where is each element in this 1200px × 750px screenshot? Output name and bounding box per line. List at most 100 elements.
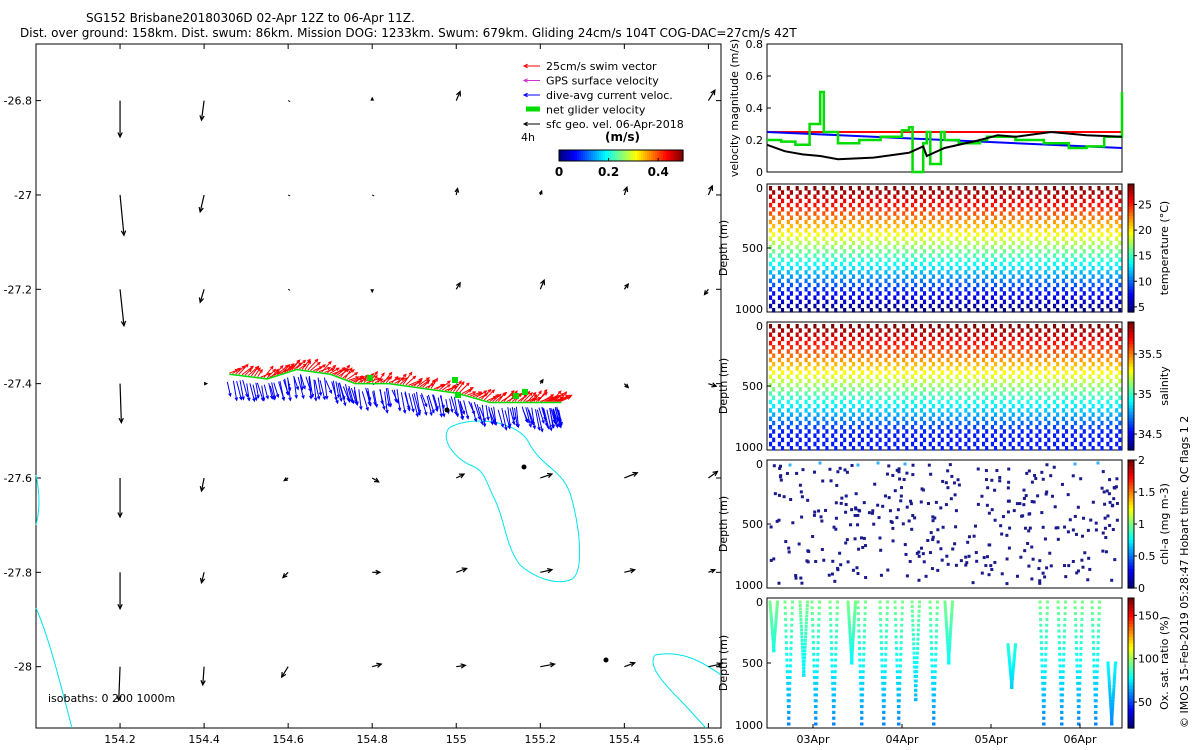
profile-cell <box>786 366 790 371</box>
geo-vector-shaft <box>540 569 553 573</box>
oxygen-point <box>1076 687 1080 691</box>
profile-cell <box>982 278 986 284</box>
profile-cell <box>922 403 927 409</box>
profile-cell <box>1106 253 1110 258</box>
colorbar-cell <box>1128 504 1134 509</box>
oxygen-point <box>818 600 821 604</box>
profile-cell <box>887 257 891 263</box>
colorbar-cell <box>1128 280 1134 284</box>
colorbar-cell <box>1128 656 1134 661</box>
profile-cell <box>911 194 915 199</box>
profile-cell <box>982 295 986 300</box>
legend-swatch-head <box>522 63 528 69</box>
profile-cell <box>887 249 891 254</box>
profile-cell <box>869 223 873 229</box>
profile-cell <box>831 202 835 208</box>
oxygen-point <box>846 600 850 604</box>
profile-cell <box>816 353 820 359</box>
profile-cell <box>964 186 968 191</box>
profile-cell <box>769 366 773 371</box>
oxygen-point <box>784 635 788 639</box>
geo-vector-head <box>540 278 546 286</box>
colorbar-cell <box>1128 299 1134 303</box>
profile-cell <box>1038 198 1042 204</box>
oxygen-point <box>804 631 808 635</box>
dac-vector-shaft <box>420 393 428 407</box>
oxygen-point <box>1056 600 1060 604</box>
profile-cell <box>857 211 861 216</box>
colorbar-cell <box>645 150 648 161</box>
profile-cell <box>834 308 838 313</box>
colorbar-cell <box>1128 517 1134 522</box>
swim-vector-shaft <box>453 380 462 392</box>
profile-cell <box>816 328 820 333</box>
oxygen-point <box>1063 617 1067 621</box>
profile-cell <box>1088 433 1092 438</box>
profile-cell <box>816 429 820 434</box>
profile-cell <box>1047 198 1051 204</box>
profile-cell <box>982 303 986 309</box>
swim-vector-head <box>374 370 378 375</box>
dac-vector-head <box>546 425 550 430</box>
profile-cell <box>866 340 870 346</box>
swim-vector-shaft <box>371 375 378 383</box>
oxygen-point <box>1114 661 1117 665</box>
profile-cell <box>1070 366 1074 371</box>
profile-cell <box>798 387 802 392</box>
oxygen-point <box>1090 600 1094 604</box>
profile-cell <box>919 261 923 267</box>
profile-cell <box>860 232 864 237</box>
oxygen-point <box>1063 623 1067 627</box>
profile-cell <box>1088 253 1092 258</box>
colorbar-cell <box>1128 702 1134 706</box>
chla-point <box>1064 575 1068 579</box>
swim-vector-shaft <box>399 377 408 385</box>
profile-cell <box>893 399 897 405</box>
swim-vector-head <box>461 381 465 386</box>
oxygen-point <box>1057 641 1061 645</box>
profile-cell <box>834 446 838 451</box>
colorbar-cell <box>1128 305 1134 310</box>
profile-cell <box>875 278 879 284</box>
oxygen-point <box>949 620 953 624</box>
profile-cell <box>905 291 909 296</box>
oxygen-point <box>910 600 914 604</box>
chla-point <box>972 534 976 538</box>
profile-cell <box>1115 286 1119 292</box>
colorbar-tick-label: 35.5 <box>1138 348 1163 361</box>
profile-cell <box>804 236 808 242</box>
profile-cell <box>893 244 897 250</box>
figure-title: SG152 Brisbane20180306D 02-Apr 12Z to 06… <box>86 11 415 25</box>
oxygen-point <box>1112 678 1116 682</box>
oxygen-point <box>1091 623 1095 627</box>
profile-cell <box>822 408 826 413</box>
profile-cell <box>857 332 861 337</box>
profile-cell <box>804 253 808 258</box>
profile-cell <box>922 387 927 392</box>
colorbar-cell <box>1128 276 1134 281</box>
profile-cell <box>982 261 986 267</box>
oxygen-point <box>1062 646 1066 650</box>
chla-point <box>1113 558 1117 562</box>
oxygen-point <box>894 629 898 633</box>
profile-cell <box>807 370 811 375</box>
chla-point <box>794 574 798 578</box>
dac-vector-shaft <box>242 379 248 397</box>
profile-cell <box>1029 265 1033 271</box>
isobaths-label: isobaths: 0 200 1000m <box>48 692 175 705</box>
profile-cell <box>1017 391 1021 396</box>
chla-point <box>1076 505 1080 509</box>
oxygen-point <box>833 664 837 668</box>
profile-cell <box>1020 412 1024 417</box>
profile-cell <box>1020 370 1024 375</box>
chla-point <box>1066 493 1070 497</box>
profile-cell <box>1011 412 1015 417</box>
profile-cell <box>1082 328 1086 333</box>
profile-cell <box>1109 308 1113 313</box>
oxygen-point <box>943 603 947 607</box>
profile-cell <box>851 207 856 212</box>
chla-point <box>822 558 826 562</box>
profile-cell <box>1002 328 1006 333</box>
profile-cell <box>878 291 882 296</box>
